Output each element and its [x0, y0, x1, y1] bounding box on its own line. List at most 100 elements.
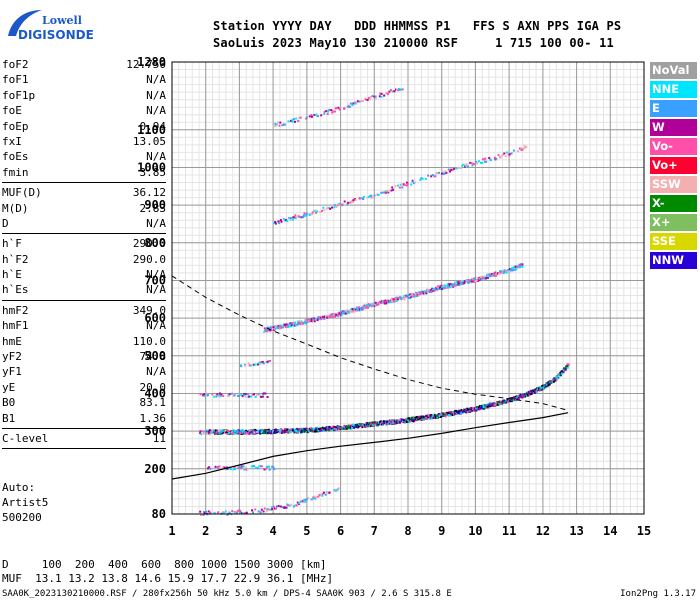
echo-dot	[347, 201, 350, 204]
echo-dot	[335, 206, 338, 208]
echo-dot	[265, 432, 268, 435]
echo-dot	[262, 362, 265, 365]
echo-dot	[309, 427, 312, 430]
echo-dot	[493, 272, 496, 275]
echo-dot	[397, 89, 400, 92]
echo-dot	[257, 430, 259, 433]
echo-dot	[253, 393, 255, 396]
echo-dot	[410, 295, 413, 298]
echo-dot	[563, 367, 566, 370]
echo-dot	[240, 365, 243, 368]
echo-dot	[414, 419, 417, 422]
param-value: 3.85	[139, 165, 167, 179]
echo-dot	[393, 90, 396, 93]
echo-dot	[472, 277, 475, 280]
echo-dot	[272, 505, 275, 508]
echo-dot	[234, 430, 237, 433]
echo-dot	[214, 429, 217, 432]
echo-dot	[489, 273, 492, 276]
echo-dot	[455, 412, 458, 415]
echo-dot	[364, 98, 367, 101]
echo-dot	[356, 425, 359, 427]
echo-dot	[304, 319, 307, 322]
echo-dot	[421, 417, 424, 420]
echo-dot	[405, 294, 408, 297]
echo-dot	[388, 419, 391, 422]
echo-dot	[269, 430, 272, 433]
echo-dot	[453, 283, 456, 286]
echo-dot	[243, 431, 246, 434]
echo-dot	[346, 203, 349, 205]
echo-dot	[305, 322, 308, 325]
legend-item: SSE	[650, 233, 697, 250]
echo-dot	[259, 363, 262, 365]
echo-dot	[268, 468, 271, 471]
echo-dot	[333, 425, 335, 428]
echo-dot	[488, 157, 491, 159]
echo-dot	[224, 510, 227, 513]
echo-dot	[238, 395, 240, 397]
echo-dot	[295, 429, 298, 432]
echo-dot	[339, 203, 342, 206]
echo-dot	[369, 96, 372, 98]
echo-dot	[387, 301, 390, 304]
echo-dot	[264, 392, 267, 395]
echo-dot	[318, 493, 321, 496]
echo-dot	[515, 267, 518, 270]
echo-dot	[401, 297, 404, 300]
param-separator	[2, 299, 166, 301]
echo-dot	[248, 364, 251, 367]
echo-dot	[453, 413, 456, 416]
echo-dot	[277, 220, 280, 223]
echo-dot	[518, 263, 521, 266]
echo-dot	[485, 160, 488, 163]
echo-dot	[425, 292, 428, 294]
echo-dot	[414, 295, 417, 298]
echo-dot	[269, 360, 272, 362]
echo-dot	[505, 399, 508, 402]
echo-dot	[264, 468, 267, 470]
echo-dot	[206, 429, 209, 432]
x-tick-label: 12	[536, 524, 550, 538]
echo-dot	[470, 280, 473, 283]
echo-dot	[352, 309, 355, 311]
param-value: N/A	[146, 216, 166, 230]
echo-dot	[305, 430, 308, 433]
echo-dot	[403, 298, 406, 301]
param-value: 290.0	[132, 237, 166, 251]
echo-dot	[263, 331, 266, 334]
echo-dot	[501, 272, 504, 275]
echo-dot	[317, 429, 320, 432]
echo-dot	[276, 431, 279, 433]
legend-item: NoVal	[650, 62, 697, 79]
echo-dot	[347, 104, 350, 107]
footer-version: Ion2Png 1.3.17	[620, 589, 696, 599]
echo-dot	[451, 411, 454, 414]
echo-dot	[260, 508, 263, 511]
echo-dot	[406, 183, 409, 185]
echo-dot	[240, 465, 243, 468]
echo-dot	[403, 294, 406, 297]
param-value: N/A	[146, 268, 166, 282]
echo-dot	[444, 170, 447, 173]
param-value: 74.8	[139, 350, 167, 364]
echo-dot	[290, 428, 293, 431]
echo-dot	[333, 206, 336, 209]
echo-dot	[458, 412, 461, 415]
echo-dot	[212, 429, 215, 432]
param-name: fxI	[2, 134, 22, 148]
echo-dot	[338, 202, 341, 205]
echo-dot	[319, 318, 322, 321]
echo-dot	[267, 467, 270, 470]
y-tick-label: 600	[144, 311, 166, 325]
echo-dot	[222, 512, 225, 515]
param-name: h`F2	[2, 252, 29, 266]
echo-dot	[366, 303, 369, 306]
echo-dot	[260, 361, 263, 364]
echo-dot	[420, 177, 423, 180]
echo-dot	[337, 428, 340, 431]
echo-dot	[351, 200, 354, 202]
echo-dot	[555, 378, 558, 381]
echo-dot	[268, 465, 270, 468]
echo-dot	[373, 194, 376, 197]
